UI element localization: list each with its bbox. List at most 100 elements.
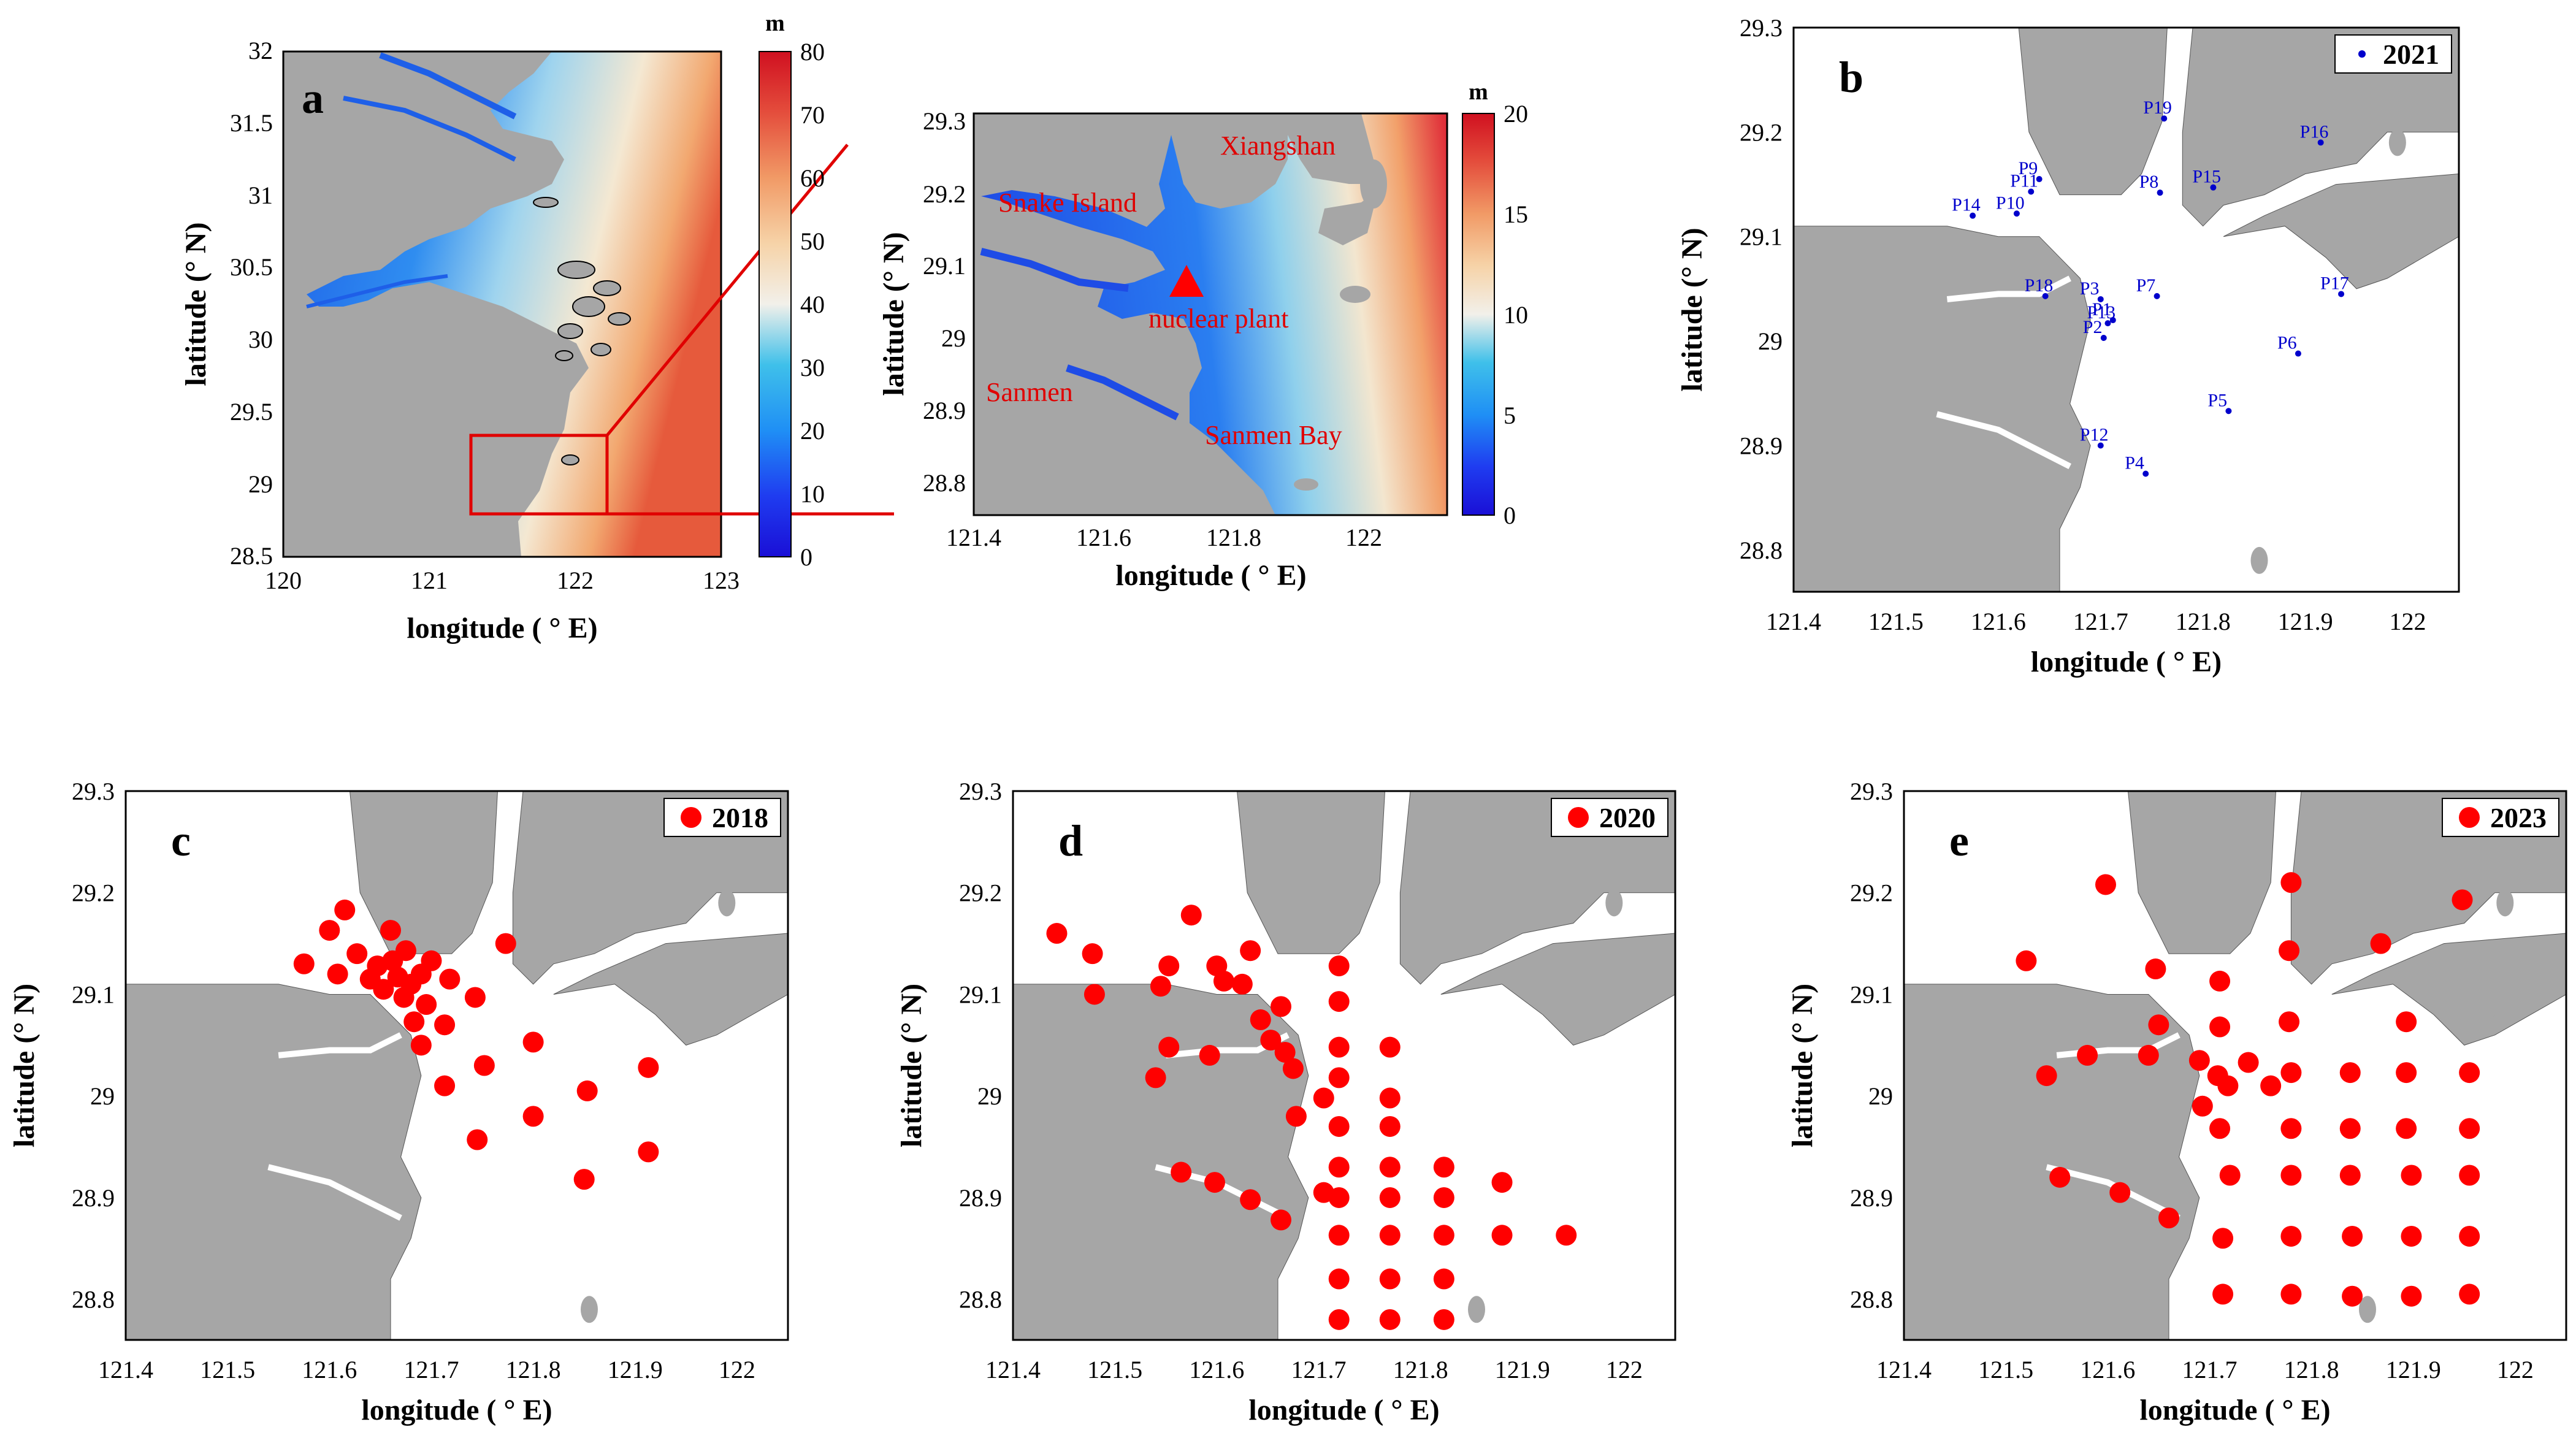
xtick: 120: [265, 567, 302, 594]
station-point: [1213, 970, 1234, 992]
xtick: 121.8: [1393, 1356, 1448, 1383]
station-point: [2396, 1118, 2417, 1139]
xtick: 121.7: [1291, 1356, 1346, 1383]
xtick: 121.6: [1189, 1356, 1244, 1383]
legend-marker: [1568, 807, 1589, 828]
inset-frame: [973, 112, 1448, 516]
legend-label: 2020: [1599, 802, 1656, 833]
ytick: 29.5: [230, 398, 273, 426]
inset-channel: [1066, 364, 1179, 421]
island: [718, 889, 736, 917]
xtick: 121.9: [608, 1356, 663, 1383]
xtick: 121.5: [1978, 1356, 2033, 1383]
colorbar-tick: 10: [1504, 301, 1528, 329]
colorbar-tick: 15: [1504, 201, 1528, 228]
land-mass: [1794, 226, 2091, 592]
station-point: [2238, 1052, 2259, 1073]
station-point: [1270, 996, 1291, 1017]
station-point: [410, 1035, 432, 1056]
zoom-connector-top: [606, 143, 849, 437]
ytick: 29.3: [1740, 14, 1783, 42]
station-point: [2109, 1182, 2131, 1203]
station-point: [2459, 1165, 2480, 1186]
panel-a-xlabel: longitude ( ° E): [407, 612, 597, 645]
colorbar-tick: 70: [800, 101, 825, 129]
station-point: [395, 940, 416, 962]
station-point: [1282, 1058, 1304, 1079]
panel-a-yticks: 32 31.5 31 30.5 30 29.5 29 28.5: [230, 37, 273, 570]
panel-d: d 2020 29.3 29.2 29.1 29 28.9 28.8 121.4 121.5 121…: [895, 778, 1676, 1426]
station-point: [2209, 1118, 2231, 1139]
xlabel: longitude ( ° E): [361, 1394, 552, 1426]
colorbar-tick: 30: [800, 354, 825, 381]
station-point: [2280, 1062, 2302, 1084]
station-point: [1171, 1161, 1192, 1183]
station-point: [2077, 1044, 2098, 1066]
station-label: P12: [2080, 424, 2109, 445]
panel-frame: [1792, 26, 2460, 593]
colorbar-tick: 40: [800, 291, 825, 318]
panel-a-estuary: [306, 274, 448, 308]
panel-a-islands: [533, 197, 631, 465]
station-point: [2145, 958, 2166, 980]
station-point: [573, 1169, 595, 1190]
ytick: 29.2: [1850, 879, 1893, 907]
station-point: [2295, 350, 2301, 357]
station-label: P17: [2320, 273, 2349, 293]
ytick: 29.1: [923, 252, 966, 280]
xlabel: longitude ( ° E): [2139, 1394, 2330, 1426]
ytick: 29: [977, 1082, 1002, 1110]
xtick: 122: [1606, 1356, 1643, 1383]
station-point: [1328, 955, 1350, 977]
ytick: 28.9: [72, 1184, 115, 1212]
land-mass: [1904, 984, 2200, 1340]
station-point: [1379, 1087, 1401, 1109]
station-label: P19: [2143, 98, 2172, 118]
station-point: [2104, 320, 2111, 327]
station-point: [2396, 1011, 2417, 1033]
land-mass: [126, 984, 422, 1340]
ytick: 29.3: [72, 778, 115, 805]
xtick: 121.9: [1495, 1356, 1550, 1383]
xtick: 121.7: [2073, 608, 2128, 635]
xtick: 121.6: [2080, 1356, 2135, 1383]
station-point: [1379, 1187, 1401, 1208]
xtick: 122: [2497, 1356, 2534, 1383]
annot-sanmen-bay: Sanmen Bay: [1205, 420, 1342, 450]
island: [2250, 546, 2268, 574]
land-mass: [2331, 933, 2566, 1046]
legend-label: 2023: [2490, 802, 2547, 833]
map-body: [1013, 791, 1675, 1340]
ytick: 29.2: [72, 879, 115, 907]
land-mass: [126, 791, 499, 954]
station-point: [2217, 1075, 2239, 1096]
station-point: [2036, 176, 2043, 183]
station-label: P7: [2136, 275, 2156, 296]
panel-a-ylabel: latitude (° N): [180, 222, 212, 386]
station-point: [2280, 1225, 2302, 1247]
station-point: [2342, 1285, 2363, 1307]
panel-label: c: [171, 816, 191, 865]
station-point: [2280, 1165, 2302, 1186]
station-point: [2161, 115, 2168, 122]
station-point: [2280, 1118, 2302, 1139]
station-point: [2013, 210, 2020, 217]
ytick: 31: [248, 182, 273, 209]
land-mass: [512, 791, 788, 985]
annot-sanmen: Sanmen: [986, 377, 1073, 407]
station-point: [434, 1014, 456, 1036]
ytick: 29.1: [1850, 981, 1893, 1008]
ytick: 29.1: [959, 981, 1002, 1008]
station-label: P16: [2300, 121, 2329, 142]
land-mass: [1399, 791, 1675, 985]
panel-a-xticks: 120 121 122 123: [265, 567, 740, 594]
colorbar-tick: 20: [1504, 100, 1528, 128]
station-point: [2142, 470, 2149, 477]
legend-label: 2018: [712, 802, 768, 833]
station-point: [1970, 212, 1976, 219]
station-label: P18: [2025, 275, 2054, 296]
station-point: [1556, 1225, 1577, 1246]
xtick: 121.5: [1868, 608, 1924, 635]
station-point: [373, 979, 394, 1000]
station-label: P2: [2083, 317, 2103, 337]
